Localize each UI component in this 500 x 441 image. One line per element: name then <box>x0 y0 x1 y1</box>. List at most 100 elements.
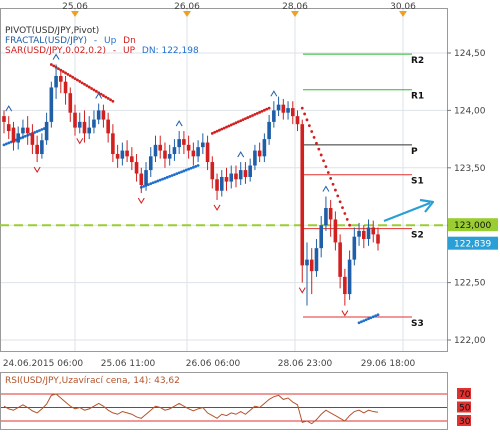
sar-dot <box>218 128 221 132</box>
sar-dot <box>78 80 82 83</box>
candle-body <box>361 230 366 239</box>
current-price-tag-label: 123,000 <box>454 221 491 231</box>
sar-dot <box>168 175 172 178</box>
fractal-down-marker <box>137 197 145 205</box>
candle-body <box>238 170 243 180</box>
sar-dot <box>187 167 191 171</box>
svg-text:SAR(USD/JPY,0.02,0.2) -: SAR(USD/JPY,0.02,0.2) - UP DN: 122,198 <box>5 46 199 56</box>
candle-body <box>134 162 139 174</box>
candle-body <box>11 127 16 143</box>
candle-body <box>196 147 200 157</box>
sar-dot <box>322 159 325 163</box>
sar-dot <box>177 171 181 175</box>
pivot-levels: R2 R1 P S1 S2 S3 <box>0 53 447 329</box>
price-panel-frame <box>0 8 448 352</box>
sar-dot <box>343 212 347 215</box>
candle-body <box>324 207 328 226</box>
sar-dot <box>265 107 269 111</box>
candle-body <box>290 108 295 117</box>
sar-dot <box>234 121 238 125</box>
sar-dot <box>246 116 250 119</box>
candle-body <box>158 144 163 151</box>
sar-dot <box>64 71 67 75</box>
sar-dot <box>371 315 375 319</box>
y-tick-label: 124,50 <box>454 49 486 59</box>
fractal-down-marker <box>298 287 306 294</box>
fractal-down-marker <box>341 310 349 317</box>
rsi-line <box>3 393 379 425</box>
rsi-level-label: 50 <box>459 404 471 414</box>
y-tick-label: 123,50 <box>454 164 486 174</box>
sar-dot <box>38 129 41 132</box>
candle-body <box>182 139 186 145</box>
sar-dot <box>102 94 105 97</box>
candle-body <box>82 121 87 134</box>
sar-dot <box>310 130 314 133</box>
candle-body <box>6 124 11 132</box>
candle-body <box>257 150 262 157</box>
rsi-level-tag <box>457 401 471 413</box>
sar-dot <box>163 176 167 180</box>
sar-dot <box>345 217 349 221</box>
sar-dot <box>357 321 361 325</box>
candle-body <box>59 75 63 82</box>
candle-body <box>25 127 30 134</box>
sar-dot <box>170 174 174 177</box>
candle-body <box>352 236 357 260</box>
bottom-date-label: 26.06 06:00 <box>186 359 241 369</box>
rsi-level-label: 30 <box>459 417 471 427</box>
level-label-s3: S3 <box>411 319 424 329</box>
candle-body <box>276 104 281 111</box>
candle-body <box>366 227 371 239</box>
y-tick-label: 124,00 <box>454 106 486 116</box>
sar-dot <box>71 75 75 79</box>
sar-dot <box>341 206 344 210</box>
svg-text:FRACTAL(USD/JPY) - Up: FRACTAL(USD/JPY) - Up Dn <box>5 36 136 46</box>
sar-dot <box>253 113 257 116</box>
sar-dot <box>68 74 72 78</box>
sar-dot <box>232 122 236 126</box>
session-marker <box>291 11 299 17</box>
sar-dot <box>7 141 11 145</box>
sar-dot <box>154 180 157 184</box>
sar-dot <box>87 85 91 89</box>
candle-body <box>21 127 25 134</box>
sar-dot <box>260 109 264 113</box>
sar-dot <box>376 313 380 317</box>
candle-body <box>371 227 376 235</box>
sar-dot <box>75 78 79 82</box>
level-label-r1: R1 <box>411 92 424 102</box>
candle-body <box>177 139 181 148</box>
sar-dot <box>35 130 39 133</box>
candle-body <box>92 119 96 128</box>
sar-dot <box>333 188 337 192</box>
rsi-panel: 70 50 30 <box>1 388 471 427</box>
candle-body <box>205 142 210 163</box>
sar-dot <box>149 182 153 186</box>
sar-dot <box>104 95 108 99</box>
rsi-label: RSI(USD/JPY,Uzavírací cena, 14): 43,62 <box>5 376 180 386</box>
sar-dot <box>300 106 304 110</box>
sar-dot <box>227 124 231 128</box>
sar-dot <box>4 142 8 146</box>
session-marker <box>71 11 79 17</box>
sar-dn: DN: 122,198 <box>142 46 199 56</box>
sar-dot <box>161 177 164 181</box>
candle-body <box>295 116 300 125</box>
fractal-down-marker <box>33 166 41 174</box>
candle-body <box>16 133 21 143</box>
candle-body <box>272 110 276 122</box>
sar-dot <box>367 317 370 321</box>
candle-body <box>106 119 110 134</box>
candle-body <box>111 133 115 155</box>
candle-body <box>267 121 271 140</box>
bottom-date-label: 24.06.2015 06:00 <box>3 359 84 369</box>
fractal-up-marker <box>52 53 60 60</box>
candle-body <box>191 150 196 157</box>
sar-dot <box>360 320 363 324</box>
candle-body <box>210 162 215 180</box>
candle-body <box>49 87 54 122</box>
sar-dot <box>49 63 53 66</box>
sar-dot <box>222 126 226 130</box>
